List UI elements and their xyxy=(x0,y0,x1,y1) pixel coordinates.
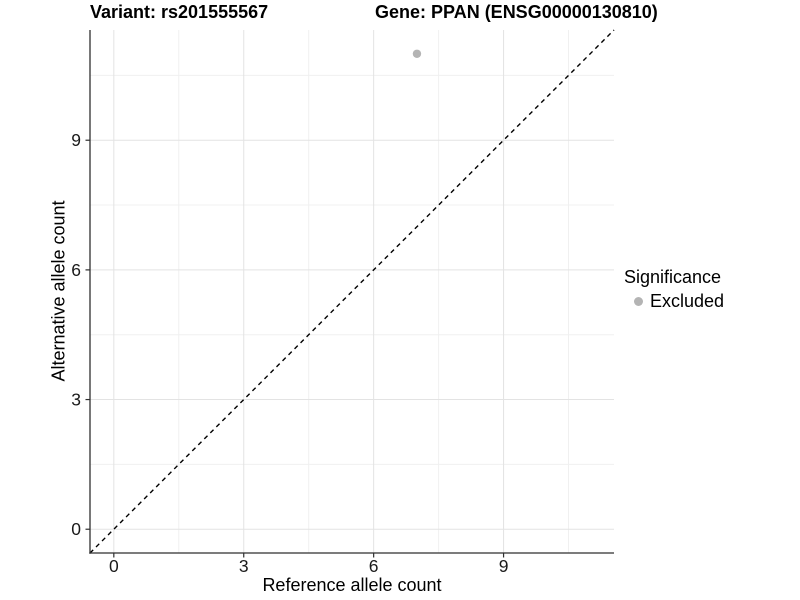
legend: Significance Excluded xyxy=(622,266,724,311)
y-tick-label: 9 xyxy=(71,130,81,150)
x-tick-label: 6 xyxy=(369,556,379,576)
y-tick-label: 0 xyxy=(71,519,81,539)
legend-title: Significance xyxy=(624,267,722,287)
plot-title-variant: Variant: rs201555567 xyxy=(90,2,269,22)
legend-key-point-icon xyxy=(634,296,643,306)
plot-title-gene: Gene: PPAN (ENSG00000130810) xyxy=(375,2,658,22)
y-axis-title: Alternative allele count xyxy=(48,200,69,382)
x-tick-label: 0 xyxy=(109,556,119,576)
x-tick-label: 9 xyxy=(499,556,509,576)
legend-item-label: Excluded xyxy=(650,291,725,311)
legend-item-excluded: Excluded xyxy=(622,291,724,311)
y-tick-label: 3 xyxy=(71,390,81,410)
x-axis-title: Reference allele count xyxy=(262,575,442,595)
data-point xyxy=(412,49,422,58)
y-tick-label: 6 xyxy=(71,260,81,280)
x-tick-label: 3 xyxy=(239,556,249,576)
identity-reference-line xyxy=(89,29,615,554)
